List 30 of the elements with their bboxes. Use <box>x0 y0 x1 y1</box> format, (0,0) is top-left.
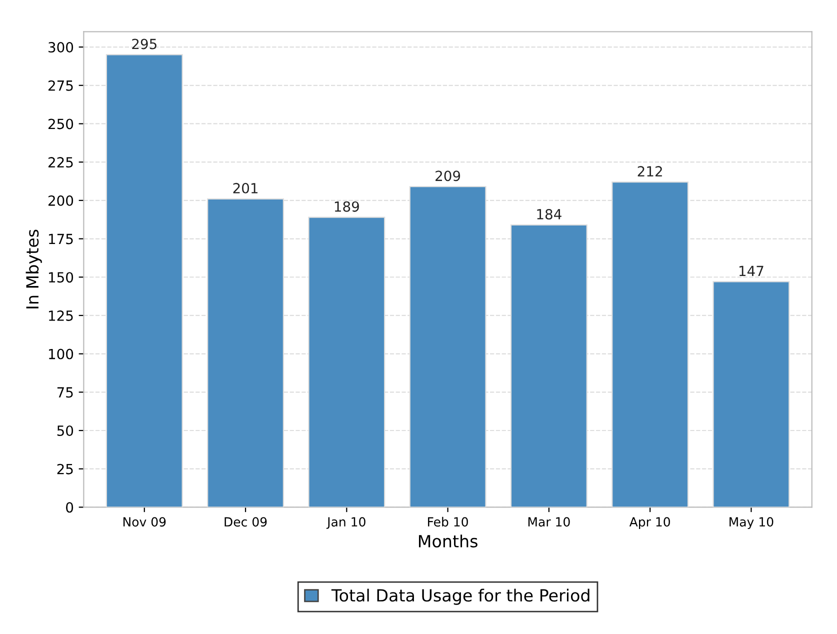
x-tick-label: Mar 10 <box>528 517 570 527</box>
y-tick-label: 100 <box>48 348 74 360</box>
legend-label: Total Data Usage for the Period <box>331 588 590 605</box>
x-tick-label: May 10 <box>730 517 774 530</box>
y-tick-label: 25 <box>57 464 73 474</box>
data-label: 295 <box>132 38 156 50</box>
y-tick-label: 250 <box>48 118 74 130</box>
y-axis-title: In Mbytes <box>26 230 42 308</box>
data-label: 184 <box>537 208 562 220</box>
y-tick-label: 0 <box>66 502 74 513</box>
y-tick-label: 275 <box>48 80 73 91</box>
y-tick-label: 200 <box>48 195 74 206</box>
data-label: 212 <box>638 166 662 176</box>
x-axis-title: Months <box>418 534 478 548</box>
y-tick-label: 75 <box>57 387 73 398</box>
data-label: 147 <box>739 266 764 276</box>
x-tick-label: Jan 10 <box>326 517 366 529</box>
y-tick-label: 125 <box>48 310 73 321</box>
x-tick-label: Nov 09 <box>123 517 166 527</box>
x-tick-label: Dec 09 <box>224 517 267 527</box>
data-label: 209 <box>436 170 460 182</box>
x-tick-label: Feb 10 <box>428 516 468 527</box>
y-tick-label: 300 <box>48 42 74 53</box>
x-tick-label: Apr 10 <box>629 517 670 530</box>
data-label: 201 <box>233 182 258 194</box>
y-tick-label: 225 <box>48 157 73 168</box>
y-tick-label: 50 <box>57 425 74 436</box>
data-label: 189 <box>334 201 359 212</box>
y-tick-label: 150 <box>48 272 74 283</box>
y-tick-label: 175 <box>48 234 73 244</box>
